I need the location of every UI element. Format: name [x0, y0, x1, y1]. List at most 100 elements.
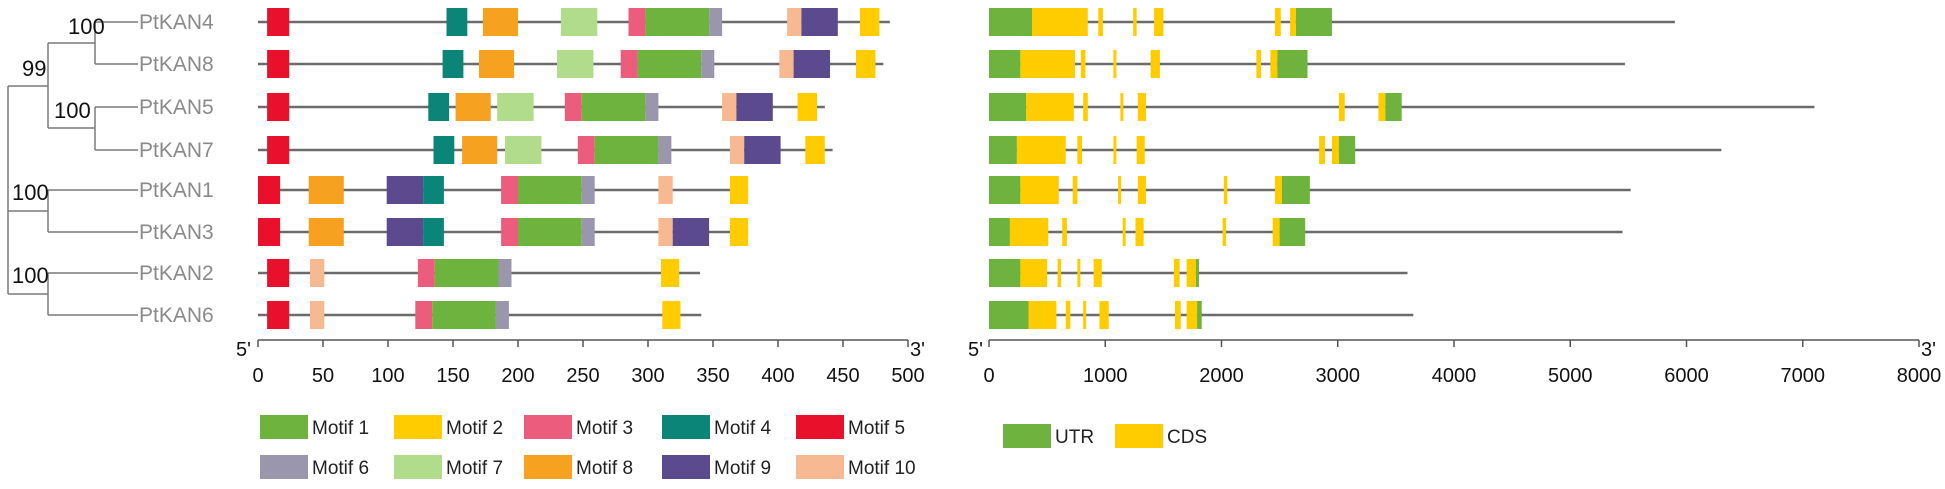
motif-axis-tick-label: 150 — [436, 365, 469, 387]
structure-axis-tick-label: 6000 — [1664, 365, 1709, 387]
motif-8-box — [479, 50, 515, 78]
motif-legend: Motif 1 Motif 2 Motif 3 Motif 4 Motif 5 Motif… — [260, 415, 916, 479]
motif-7-box — [505, 136, 542, 164]
cds-box — [1122, 218, 1126, 246]
motif-10-box — [658, 218, 673, 246]
gene-name-label: PtKAN4 — [139, 11, 214, 34]
cds-box — [1098, 8, 1103, 36]
cds-box — [1290, 8, 1296, 36]
motif-7-box — [497, 93, 534, 121]
cds-box — [1175, 301, 1181, 329]
bootstrap-label: 100 — [12, 180, 49, 205]
legend-cds-label: CDS — [1167, 427, 1207, 448]
motif-10-box — [787, 8, 802, 36]
utr-box — [989, 50, 1021, 78]
cds-box — [1093, 259, 1102, 287]
motif-1-box — [581, 93, 646, 121]
motif-5-box — [267, 301, 290, 329]
cds-box — [1137, 93, 1146, 121]
motif-4-box — [428, 93, 450, 121]
motif-axis-tick-label: 50 — [312, 365, 334, 387]
cds-box — [1020, 50, 1076, 78]
motif-1-box — [645, 8, 710, 36]
motif-6-box — [709, 8, 723, 36]
utr-box — [989, 176, 1021, 204]
legend-motif-6-swatch — [260, 455, 308, 479]
motif-axis-tick-label: 300 — [631, 365, 664, 387]
legend-motif-4-label: Motif 4 — [714, 418, 771, 439]
cds-box — [1083, 301, 1087, 329]
structure-axis-tick-label: 8000 — [1897, 365, 1942, 387]
motif-5-box — [267, 8, 290, 36]
cds-box — [1319, 136, 1325, 164]
legend-motif-1-swatch — [260, 415, 308, 439]
cds-box — [1077, 259, 1081, 287]
structure-axis-tick-label: 4000 — [1432, 365, 1477, 387]
motif-axis-5prime: 5' — [236, 339, 251, 361]
cds-box — [1020, 176, 1059, 204]
motif-9-box — [736, 93, 773, 121]
cds-box — [1009, 218, 1049, 246]
legend-motif-2-label: Motif 2 — [446, 418, 503, 439]
legend-motif-9-swatch — [662, 455, 710, 479]
utr-box — [989, 93, 1027, 121]
cds-box — [1120, 93, 1124, 121]
motif-6-box — [581, 218, 595, 246]
motif-6-box — [645, 93, 659, 121]
motif-9-box — [744, 136, 781, 164]
motif-2-box — [805, 136, 825, 164]
motif-2-box — [797, 93, 817, 121]
motif-axis-tick-label: 450 — [826, 365, 859, 387]
motif-3-box — [501, 176, 518, 204]
structure-axis-tick-label: 7000 — [1781, 365, 1826, 387]
legend-motif-8-swatch — [524, 455, 572, 479]
motif-axis-tick-label: 200 — [501, 365, 534, 387]
legend-utr-swatch — [1003, 424, 1051, 448]
utr-box — [1281, 176, 1310, 204]
bootstrap-label: 100 — [54, 98, 91, 123]
gene-name-label: PtKAN1 — [139, 179, 214, 202]
motif-axis-tick-label: 0 — [252, 365, 263, 387]
utr-box — [1338, 136, 1356, 164]
structure-axis-tick-label: 1000 — [1083, 365, 1128, 387]
structure-axis-3prime: 3' — [1921, 339, 1936, 361]
structure-legend: UTR CDS — [1003, 424, 1207, 448]
motif-1-box — [594, 136, 659, 164]
bootstrap-values: 100 99 100 100 100 — [12, 14, 105, 288]
cds-box — [1173, 259, 1180, 287]
motif-1-box — [518, 218, 582, 246]
motif-7-box — [557, 50, 594, 78]
cds-box — [1133, 8, 1137, 36]
motif-1-box — [432, 301, 496, 329]
motif-2-box — [729, 218, 749, 246]
cds-box — [1113, 136, 1117, 164]
bootstrap-label: 100 — [68, 14, 105, 39]
cds-box — [1256, 50, 1262, 78]
cds-box — [1274, 8, 1281, 36]
motif-3-box — [620, 50, 638, 78]
gene-name-label: PtKAN2 — [139, 262, 214, 285]
cds-box — [1154, 8, 1164, 36]
motif-8-box — [308, 218, 344, 246]
gene-name-label: PtKAN5 — [139, 96, 214, 119]
motif-8-box — [455, 93, 491, 121]
cds-box — [1135, 218, 1144, 246]
motif-1-box — [434, 259, 499, 287]
motif-2-box — [729, 176, 749, 204]
legend-utr-label: UTR — [1055, 427, 1094, 448]
cds-box — [1072, 176, 1078, 204]
cds-box — [1099, 301, 1109, 329]
cds-box — [1057, 259, 1062, 287]
motif-axis-tick-label: 500 — [891, 365, 924, 387]
motif-2-box — [859, 8, 880, 36]
motif-6-box — [701, 50, 715, 78]
motif-10-box — [658, 176, 673, 204]
cds-box — [1272, 218, 1280, 246]
motif-9-box — [801, 8, 838, 36]
cds-box — [1020, 259, 1048, 287]
legend-motif-3-label: Motif 3 — [576, 418, 633, 439]
motif-10-box — [779, 50, 794, 78]
legend-motif-10-swatch — [796, 455, 844, 479]
cds-box — [1016, 136, 1066, 164]
legend-motif-9-label: Motif 9 — [714, 458, 771, 479]
